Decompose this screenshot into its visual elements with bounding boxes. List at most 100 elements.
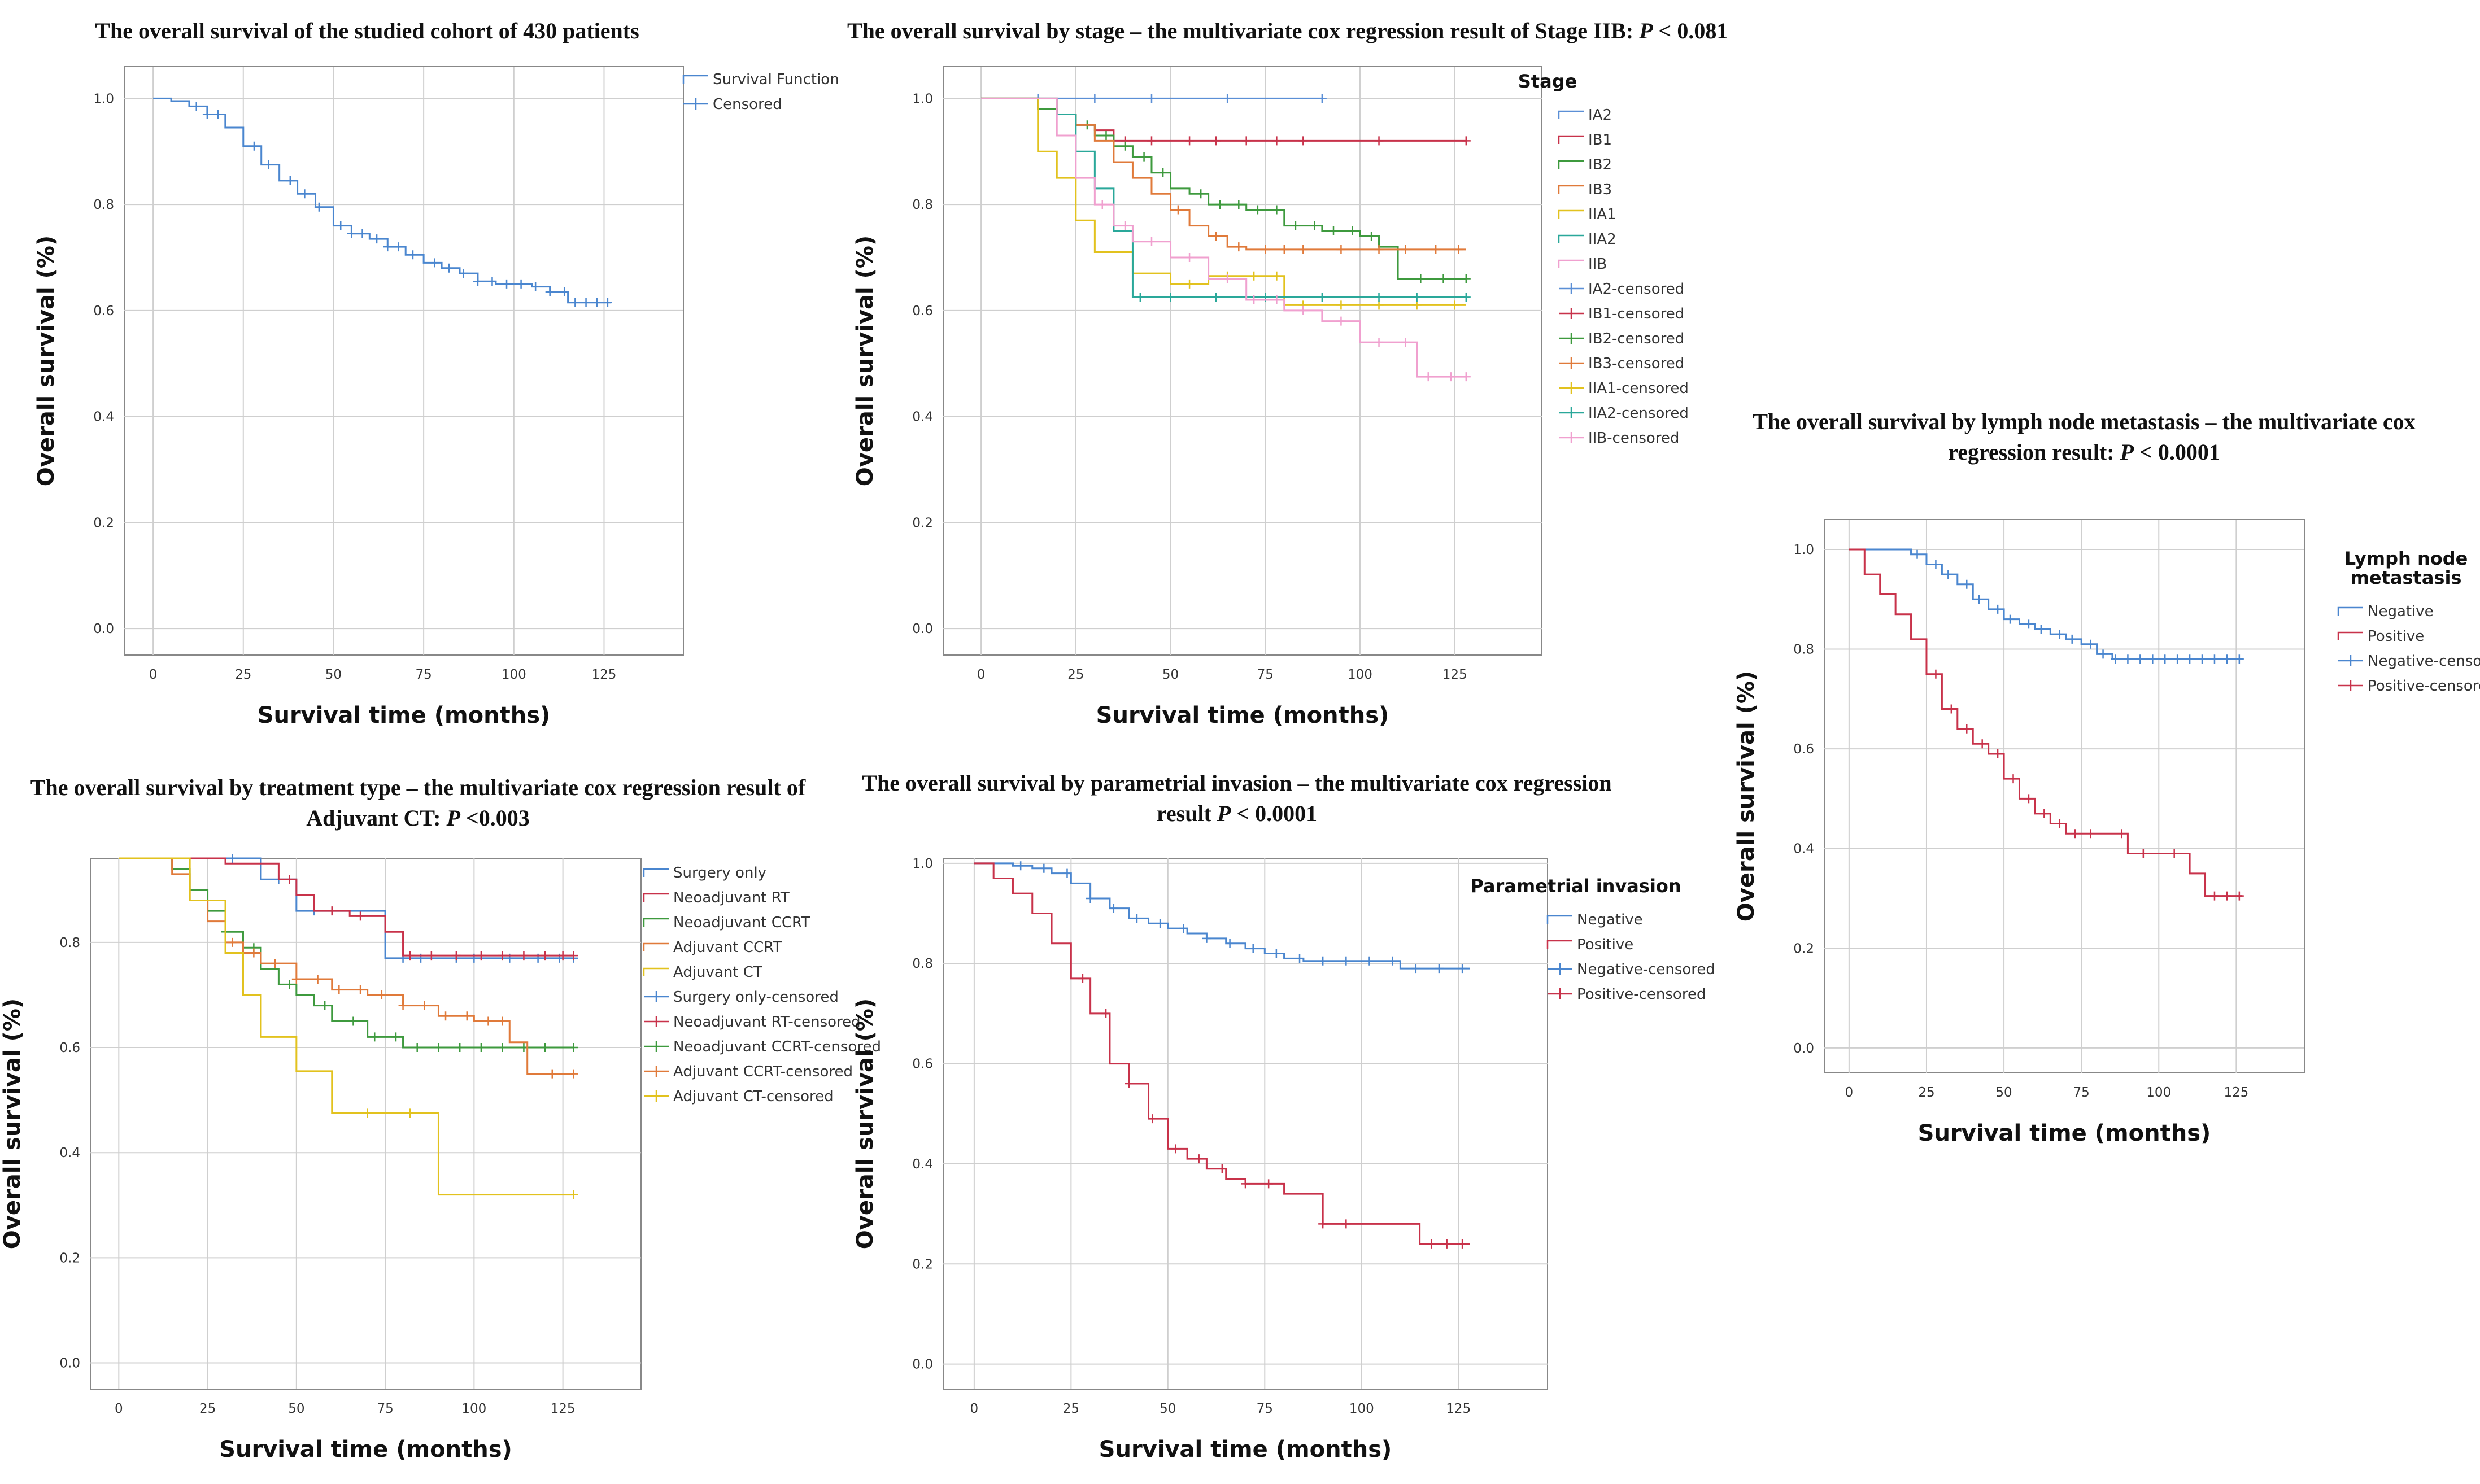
censor-mark [2055,630,2064,639]
censor-mark [1975,595,1984,604]
censor-mark [1101,1009,1111,1018]
censor-mark [434,1043,443,1053]
censor-mark [2234,891,2244,901]
censor-mark [1158,168,1168,177]
censor-mark [570,298,580,307]
series-line-neoadjuvant-rt [119,857,574,957]
x-tick-label: 75 [1257,667,1274,682]
legend-swatch [683,98,708,110]
censor-mark [2138,849,2148,858]
x-tick-label: 125 [2224,1085,2248,1100]
legend-swatch [1558,185,1584,194]
censor-mark [202,110,212,119]
censor-mark [1185,252,1195,262]
censor-mark [1156,919,1165,928]
censor-mark [1272,295,1282,305]
legend-label: Neoadjuvant CCRT [673,914,810,931]
legend-item: IB2 [1558,156,1612,173]
legend-item: IB3 [1558,181,1612,198]
legend-label: IIB-censored [1588,430,1679,447]
y-axis-label: Overall survival (%) [33,235,59,486]
x-axis-label: Survival time (months) [219,1437,512,1463]
series-line-survival-function [153,97,612,304]
censor-mark [1431,245,1441,254]
censor-mark [1139,152,1149,162]
legend-item: Negative-censored [2338,653,2480,670]
censor-mark [1401,245,1410,254]
censor-mark [1365,956,1374,966]
censor-mark [2036,625,2046,634]
chart-panel-lymph: The overall survival by lymph node metas… [1717,395,2480,1203]
legend-label: Censored [713,96,782,113]
censor-mark [1135,293,1145,302]
censor-mark [476,1043,486,1053]
x-tick-label: 75 [1257,1402,1273,1416]
censor-mark [1086,893,1095,903]
censor-mark [1341,1219,1351,1229]
legend-item: IB2-censored [1559,330,1684,347]
censor-mark [569,951,578,961]
censor-mark [1439,274,1448,283]
legend-swatch [1558,110,1584,119]
censor-mark [412,1043,422,1053]
x-tick-label: 0 [149,667,158,682]
censor-mark [358,229,367,238]
legend-label: IB3-censored [1588,355,1684,372]
x-tick-label: 100 [1349,1402,1374,1416]
censor-mark [451,951,461,961]
legend-swatch [643,918,669,927]
legend-swatch [2338,680,2363,691]
censor-mark [2222,891,2231,901]
legend-swatch [1559,308,1584,319]
censor-mark [2111,654,2120,664]
x-tick-label: 50 [1162,667,1179,682]
chart-title: The overall survival by stage – the mult… [847,18,1728,43]
legend-label: IA2 [1588,107,1612,124]
legend-label: IIA1 [1588,206,1616,223]
legend-item: Positive-censored [2338,678,2480,695]
censor-mark [1401,338,1410,347]
legend-item: IIA2 [1558,231,1616,248]
censor-mark [502,279,512,289]
x-tick-label: 75 [377,1402,393,1416]
legend-label: Positive-censored [1577,986,1706,1003]
y-tick-label: 0.0 [1793,1041,1814,1056]
censor-mark [394,242,403,252]
censor-mark [1461,293,1471,302]
censor-mark [285,875,294,884]
series-line-positive [1849,548,2243,897]
x-axis-label: Survival time (months) [1096,702,1389,728]
censor-mark [1446,372,1455,382]
y-tick-label: 0.6 [1793,742,1814,757]
y-axis-label: Overall survival (%) [852,235,878,486]
legend-item: Neoadjuvant CCRT [643,914,810,931]
censor-mark [1249,295,1259,305]
x-tick-label: 25 [1067,667,1084,682]
legend-swatch [2338,655,2363,666]
censor-mark [558,951,568,961]
censor-mark [1234,200,1244,209]
y-tick-label: 0.8 [912,198,933,212]
legend-item: IB1 [1558,132,1612,149]
censor-mark [569,1069,578,1079]
censor-mark [569,1043,578,1053]
legend-item: Negative-censored [1548,961,1715,978]
censor-mark [444,263,454,273]
legend-label: Negative [1577,911,1643,928]
censor-mark [2123,654,2133,664]
x-tick-label: 125 [551,1402,576,1416]
legend-item: IA2-censored [1559,281,1684,298]
censor-mark [1912,549,1922,559]
censor-mark [291,975,301,984]
censor-mark [498,1016,507,1026]
x-tick-label: 125 [1442,667,1467,682]
y-tick-label: 0.0 [912,1358,933,1372]
censor-mark [1427,1239,1436,1249]
censor-mark [249,141,259,151]
censor-mark [1931,669,1941,679]
censor-mark [1121,221,1130,230]
censor-mark [603,298,612,307]
censor-mark [2067,634,2077,644]
x-tick-label: 50 [1995,1085,2012,1100]
censor-mark [1416,274,1426,283]
